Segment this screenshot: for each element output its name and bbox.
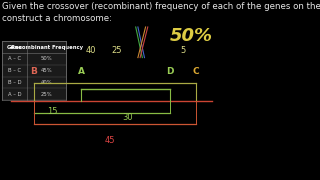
Text: B – D: B – D xyxy=(8,80,21,85)
Text: Recombinant Frequency: Recombinant Frequency xyxy=(11,45,83,50)
Text: 45%: 45% xyxy=(41,68,52,73)
Text: A – D: A – D xyxy=(8,92,21,96)
Bar xyxy=(2,41,66,100)
Text: B – C: B – C xyxy=(8,68,21,73)
Text: D: D xyxy=(166,67,173,76)
Text: A: A xyxy=(77,67,84,76)
Text: C: C xyxy=(193,67,199,76)
Text: 40: 40 xyxy=(85,46,96,55)
Text: 45: 45 xyxy=(104,136,115,145)
Text: 25%: 25% xyxy=(41,92,52,96)
Text: Given the crossover (recombinant) frequency of each of the genes on the chart,
c: Given the crossover (recombinant) freque… xyxy=(2,2,320,23)
Text: 30: 30 xyxy=(123,112,133,122)
Text: 50%: 50% xyxy=(170,27,213,45)
Text: 5: 5 xyxy=(180,46,185,55)
Text: B: B xyxy=(30,67,37,76)
Text: Gene: Gene xyxy=(7,45,23,50)
Text: A – C: A – C xyxy=(8,57,21,61)
Text: 25: 25 xyxy=(112,46,122,55)
Text: 50%: 50% xyxy=(41,57,52,61)
Text: 15: 15 xyxy=(47,107,58,116)
Text: 40%: 40% xyxy=(41,80,52,85)
